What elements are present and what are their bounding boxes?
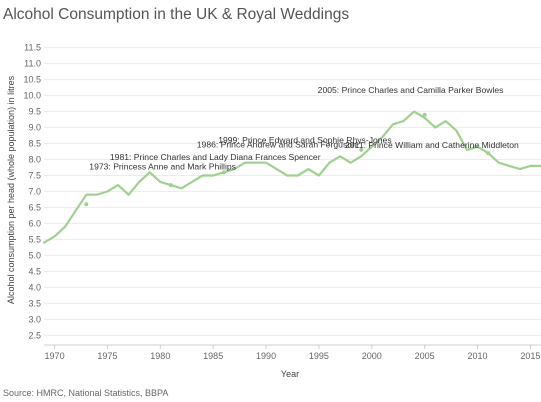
series-layer (42, 109, 541, 245)
data-point (338, 154, 343, 159)
data-point (158, 179, 163, 184)
y-tick-label: 3.5 (28, 298, 41, 308)
event-marker (422, 112, 427, 117)
y-tick-label: 11.5 (24, 43, 41, 53)
data-point (327, 160, 332, 165)
data-point (316, 173, 321, 178)
event-label: 1986: Prince Andrew and Sarah Ferguson (197, 139, 357, 149)
data-point (200, 173, 205, 178)
data-point (443, 119, 448, 124)
data-point (528, 163, 533, 168)
event-label: 1973: Princess Anne and Mark Phillips (89, 161, 236, 171)
data-point (295, 173, 300, 178)
event-annotations: 1973: Princess Anne and Mark Phillips198… (84, 85, 519, 207)
y-tick-label: 7.0 (28, 187, 41, 197)
x-axis-ticks: 1970 1975 1980 1985 1990 1995 2000 2005 2010 2015 (45, 345, 540, 361)
data-point (496, 160, 501, 165)
y-tick-label: 6.5 (28, 202, 41, 212)
data-point (401, 119, 406, 124)
data-point (412, 109, 417, 114)
data-point (52, 234, 57, 239)
data-point (42, 240, 47, 245)
data-point (137, 179, 142, 184)
series-line (42, 110, 541, 244)
data-point (348, 160, 353, 165)
x-tick-label: 1990 (256, 351, 276, 361)
y-tick-label: 4.5 (28, 266, 41, 276)
data-point (190, 179, 195, 184)
event-label: 2005: Prince Charles and Camilla Parker … (318, 85, 504, 95)
data-point (179, 186, 184, 191)
x-tick-label: 1975 (97, 351, 117, 361)
x-tick-label: 1985 (203, 351, 223, 361)
x-tick-label: 2000 (362, 351, 382, 361)
y-tick-label: 7.5 (28, 171, 41, 181)
y-tick-label: 11.0 (24, 59, 41, 69)
data-point (306, 167, 311, 172)
data-point (454, 128, 459, 133)
y-tick-label: 2.5 (28, 330, 41, 340)
y-tick-label: 5.0 (28, 250, 41, 260)
y-tick-label: 9.0 (28, 123, 41, 133)
data-point (105, 189, 110, 194)
data-point (517, 167, 522, 172)
source-note: Source: HMRC, National Statistics, BBPA (3, 388, 169, 398)
chart-title: Alcohol Consumption in the UK & Royal We… (3, 6, 350, 23)
data-point (274, 167, 279, 172)
y-tick-label: 4.0 (28, 282, 41, 292)
data-point (285, 173, 290, 178)
event-label: 1999: Prince Edward and Sophie Rhys-Jone… (218, 135, 391, 145)
data-point (211, 173, 216, 178)
data-point (63, 224, 68, 229)
event-marker (84, 202, 89, 207)
y-tick-label: 10.0 (23, 91, 41, 101)
x-tick-label: 2005 (415, 351, 435, 361)
event-marker (221, 170, 226, 175)
y-tick-label: 3.0 (28, 314, 41, 324)
y-tick-label: 8.0 (28, 155, 41, 165)
data-point (94, 192, 99, 197)
x-tick-label: 2010 (468, 351, 488, 361)
data-point (433, 125, 438, 130)
data-point (390, 122, 395, 127)
y-tick-label: 9.5 (28, 107, 41, 117)
x-tick-label: 1980 (150, 351, 170, 361)
event-marker (168, 183, 173, 188)
data-point (73, 208, 78, 213)
event-marker (359, 147, 364, 152)
data-point (359, 154, 364, 159)
x-tick-label: 2015 (520, 351, 540, 361)
x-tick-label: 1970 (45, 351, 65, 361)
data-point (116, 183, 121, 188)
event-label: 1981: Prince Charles and Lady Diana Fran… (110, 152, 321, 162)
data-point (84, 192, 89, 197)
y-axis-label: Alcohol consumption per head (whole popu… (6, 75, 16, 304)
y-axis-ticks: 2.5 3.0 3.5 4.0 4.5 5.0 5.5 6.0 6.5 7.0 7.5 8.0 8.5 9… (23, 43, 41, 341)
x-tick-label: 1995 (309, 351, 329, 361)
x-axis-label: Year (281, 369, 299, 379)
event-label: 2011: Prince William and Catherine Middl… (345, 140, 519, 150)
y-tick-label: 6.0 (28, 218, 41, 228)
y-tick-label: 5.5 (28, 234, 41, 244)
gridlines (44, 47, 541, 336)
data-point (507, 163, 512, 168)
data-point (126, 192, 131, 197)
event-marker (486, 151, 491, 156)
y-tick-label: 10.5 (23, 75, 41, 85)
y-tick-label: 8.5 (28, 139, 41, 149)
